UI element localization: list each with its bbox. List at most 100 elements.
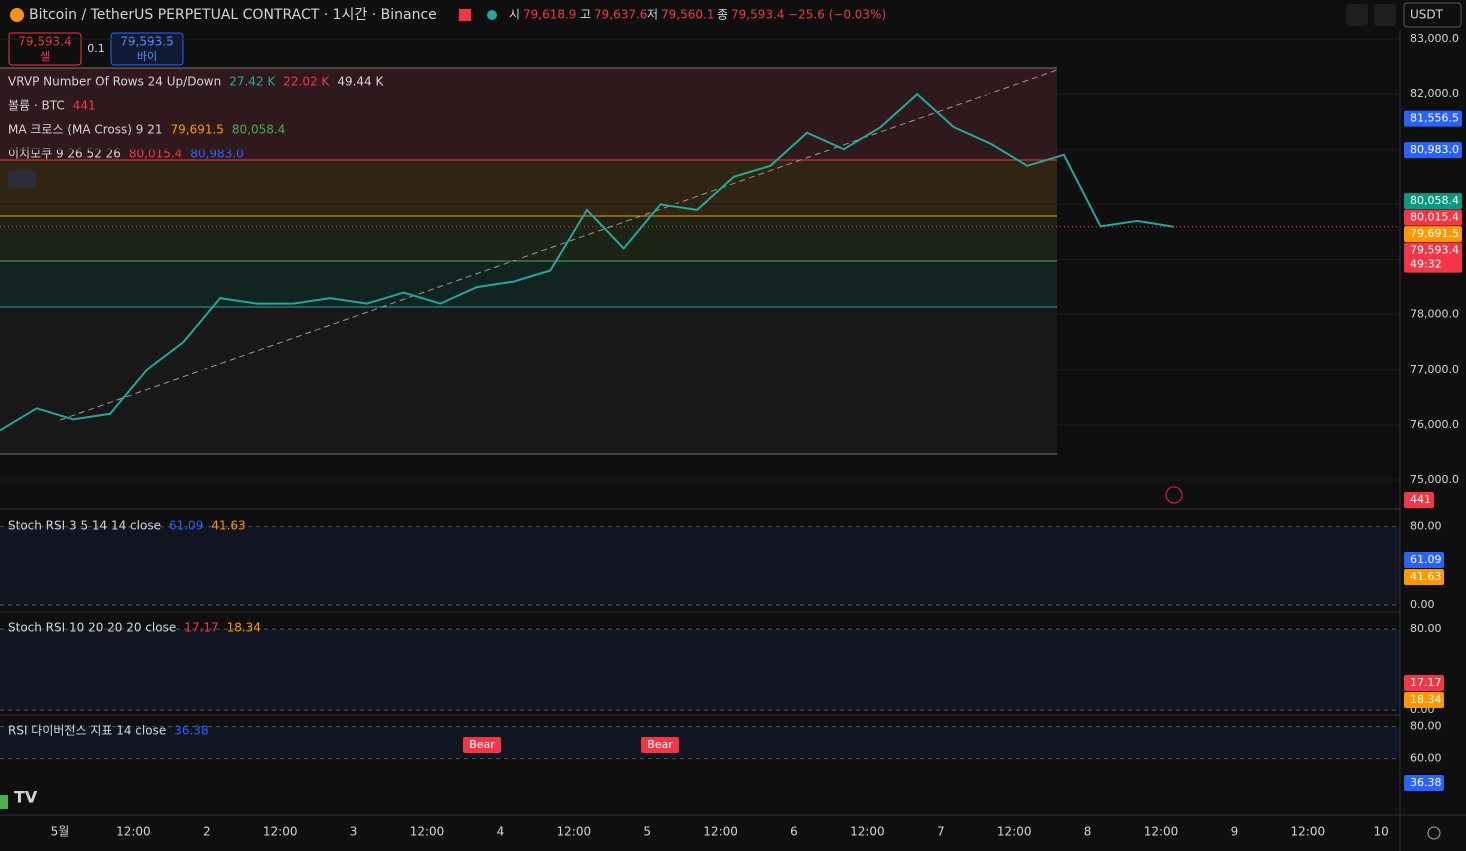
legend-name: 볼륨 · BTC <box>8 99 65 113</box>
time-label: 8 <box>1084 825 1092 839</box>
pane-badge <box>1404 552 1444 568</box>
volume-badge <box>1404 492 1434 508</box>
price-badge-label: 79,593.4 <box>1410 244 1459 257</box>
vrvp-zone <box>0 261 1057 307</box>
pane-badge-label: 18.34 <box>1410 693 1442 706</box>
price-tick-label: 76,000.0 <box>1410 418 1459 431</box>
pane-badge-label: 36.38 <box>1410 776 1442 789</box>
ohlc-label: 종 <box>717 8 728 22</box>
legend-value: 80,015.4 <box>129 147 182 161</box>
pane-value: 41.63 <box>211 519 245 533</box>
time-label: 5월 <box>51 825 70 839</box>
settings-icon[interactable] <box>1427 826 1441 840</box>
legend-value: 80,058.4 <box>232 123 285 137</box>
pane-title: RSI 다이버전스 지표 14 close <box>8 724 166 738</box>
currency-select[interactable] <box>1403 2 1462 28</box>
pane-tick-label: 80.00 <box>1410 622 1442 635</box>
ohlc-value: 79,593.4 <box>731 8 784 22</box>
price-tick-label: 83,000.0 <box>1410 32 1459 45</box>
ohlc-value: 79,637.6 <box>594 8 647 22</box>
pane-badge <box>1404 675 1444 691</box>
ohlc-label: 시 <box>509 8 520 22</box>
time-label: 12:00 <box>997 825 1032 839</box>
pane-badge-label: 41.63 <box>1410 570 1442 583</box>
time-label: 12:00 <box>850 825 885 839</box>
pane-value: 17.17 <box>184 621 218 635</box>
buy-price: 79,593.5 <box>120 35 173 49</box>
vrvp-zone <box>0 160 1057 216</box>
ohlc-value: 79,618.9 <box>523 8 576 22</box>
sell-price: 79,593.4 <box>18 35 71 49</box>
vrvp-zone <box>0 68 1057 160</box>
time-label: 12:00 <box>703 825 738 839</box>
price-badge <box>1404 226 1462 243</box>
band <box>0 629 1400 710</box>
time-label: 5 <box>643 825 651 839</box>
legend-value: 441 <box>73 99 96 113</box>
button[interactable] <box>1374 4 1396 26</box>
tv-logo: TV <box>14 788 38 807</box>
pane-tick-label: 0.00 <box>1410 598 1435 611</box>
price-tick-label: 82,000.0 <box>1410 87 1459 100</box>
time-label: 10 <box>1374 825 1389 839</box>
pane-badge <box>1404 569 1444 585</box>
price-badge-label: 80,983.0 <box>1410 143 1459 156</box>
price-line <box>0 92 1175 432</box>
price-tick-label: 77,000.0 <box>1410 363 1459 376</box>
volume-badge-label: 441 <box>1410 493 1431 506</box>
buy-button[interactable] <box>110 32 184 66</box>
price-badge <box>1404 142 1462 159</box>
price-badge-label: 81,556.5 <box>1410 112 1459 125</box>
symbol-title: Bitcoin / TetherUS PERPETUAL CONTRACT · … <box>29 7 437 23</box>
pane-tick-label: 60.00 <box>1410 752 1442 765</box>
pane-title: Stoch RSI 3 5 14 14 close <box>8 519 161 533</box>
legend-value: 79,691.5 <box>170 123 223 137</box>
flag <box>459 9 471 21</box>
time-label: 12:00 <box>557 825 592 839</box>
legend-value: 22.02 K <box>283 75 330 89</box>
signal-label: Bear <box>647 738 673 751</box>
pane-badge-label: 17.17 <box>1410 676 1442 689</box>
ohlc-label: 저 <box>647 8 658 22</box>
pane-tick-label: 80.00 <box>1410 720 1442 733</box>
time-label: 3 <box>350 825 358 839</box>
price-tick-label: 75,000.0 <box>1410 473 1459 486</box>
signal-box <box>641 737 679 753</box>
trend-line <box>59 69 1058 421</box>
time-label: 12:00 <box>410 825 445 839</box>
signal-box <box>463 737 501 753</box>
time-label: 6 <box>790 825 798 839</box>
status-dot <box>487 10 497 20</box>
legend-name: VRVP Number Of Rows 24 Up/Down <box>8 75 221 89</box>
price-badge <box>1404 209 1462 226</box>
pane-badge-label: 61.09 <box>1410 553 1442 566</box>
pane-badge <box>1404 692 1444 708</box>
tv-badge <box>0 795 8 809</box>
pane-value: 18.34 <box>227 621 261 635</box>
price-badge-label: 80,058.4 <box>1410 194 1459 207</box>
countdown: 49:32 <box>1410 258 1442 271</box>
price-badge-label: 79,691.5 <box>1410 227 1459 240</box>
sell-button[interactable] <box>8 32 82 66</box>
time-label: 4 <box>497 825 505 839</box>
collapse-button[interactable] <box>8 170 36 188</box>
time-label: 9 <box>1231 825 1239 839</box>
price-badge <box>1404 110 1462 127</box>
coin-icon <box>10 8 24 22</box>
time-label: 12:00 <box>263 825 298 839</box>
legend-name: 이치모쿠 9 26 52 26 <box>8 147 121 161</box>
ohlc-label: 고 <box>580 8 591 22</box>
price-badge <box>1404 242 1462 273</box>
price-badge <box>1404 193 1462 210</box>
legend-value: 80,983.0 <box>190 147 243 161</box>
band <box>0 526 1400 606</box>
order-size: 0.1 <box>87 42 105 55</box>
legend-name: MA 크로스 (MA Cross) 9 21 <box>8 123 162 137</box>
time-label: 12:00 <box>116 825 151 839</box>
button[interactable] <box>1346 4 1368 26</box>
pane-badge <box>1404 775 1444 791</box>
time-label: 2 <box>203 825 211 839</box>
sell-label: 셀 <box>40 50 50 63</box>
band <box>0 726 1400 759</box>
